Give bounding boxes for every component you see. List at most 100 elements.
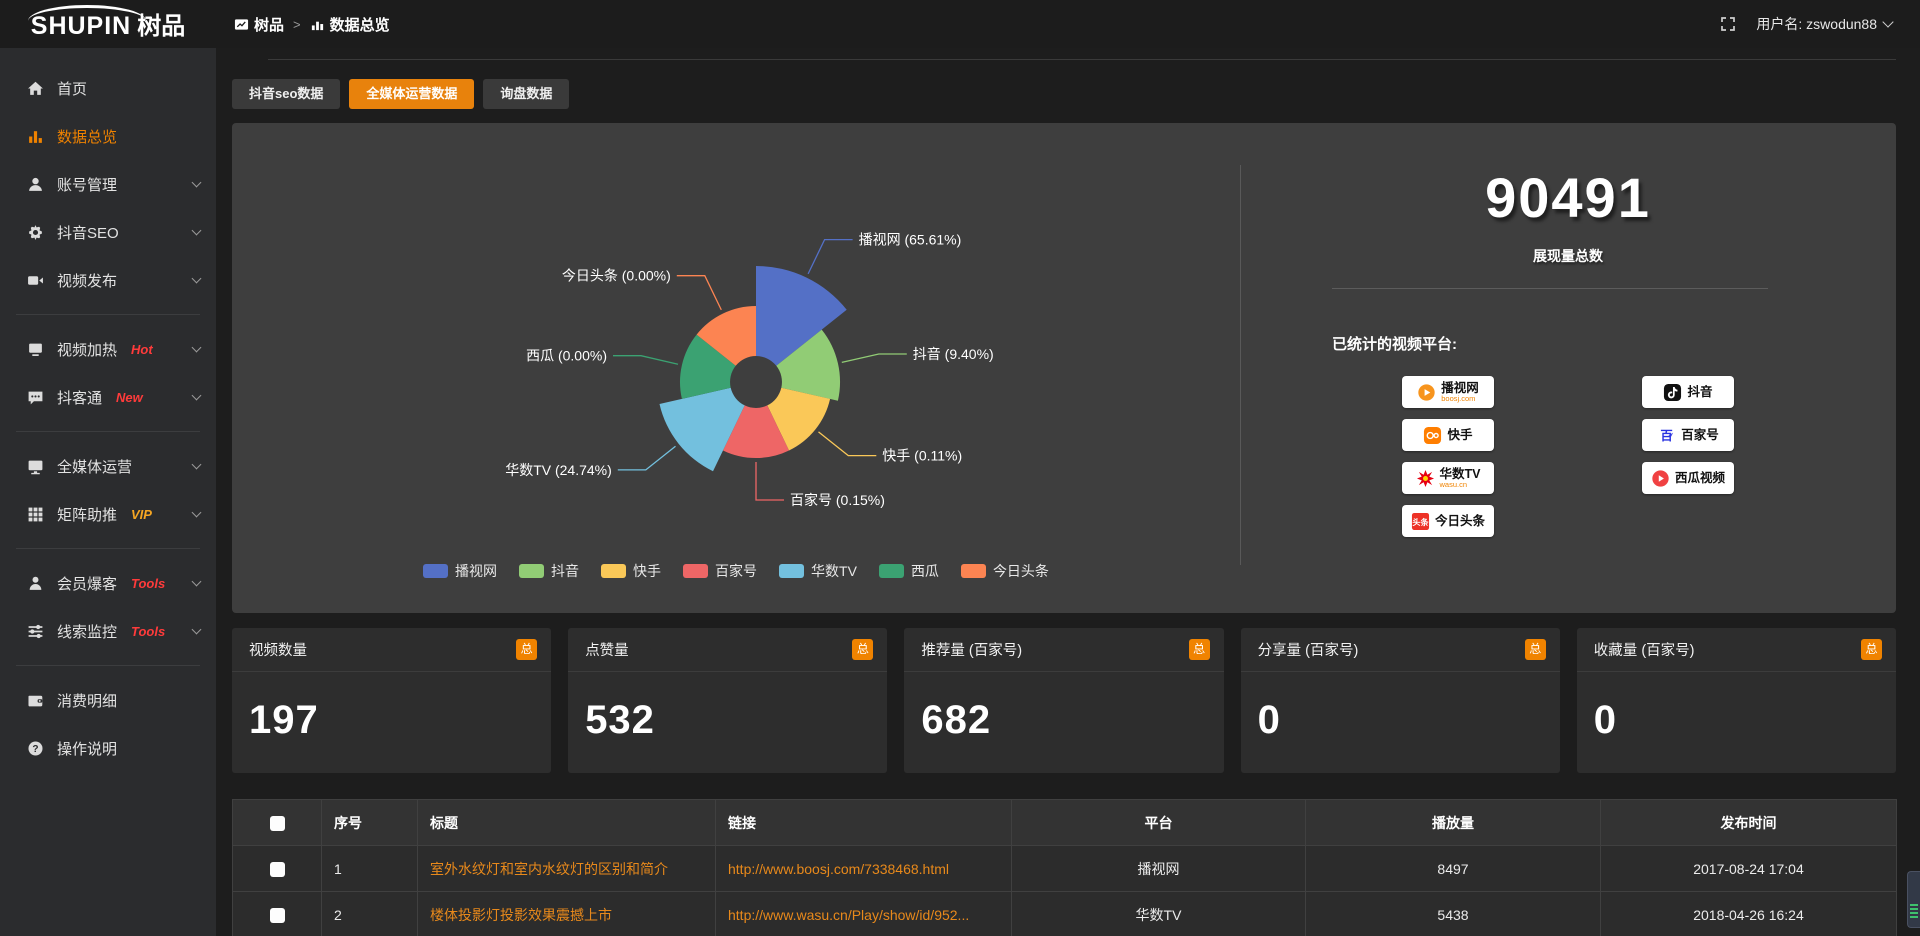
legend-item-6[interactable]: 今日头条 <box>960 561 1049 581</box>
summary-panel: 90491 展现量总数 已统计的视频平台: 播视网 boosj.com 抖音 快手 百百… <box>1240 123 1896 613</box>
video-title-link[interactable]: 室外水纹灯和室内水纹灯的区别和简介 <box>430 860 668 877</box>
sidebar-item-user[interactable]: 账号管理 <box>0 160 216 208</box>
stat-card-title: 视频数量 <box>249 643 307 659</box>
sidebar-item-label: 抖客通 <box>57 389 103 407</box>
stat-card-value: 532 <box>585 698 655 742</box>
pie-slice-6[interactable] <box>696 306 756 366</box>
chevron-down-icon <box>191 342 202 353</box>
legend-swatch <box>423 564 449 578</box>
legend-item-2[interactable]: 快手 <box>601 561 661 581</box>
pie-slice-0[interactable] <box>756 266 847 366</box>
pie-slice-3[interactable] <box>723 405 789 459</box>
sidebar-item-wallet[interactable]: 消费明细 <box>0 676 216 724</box>
xigua-logo <box>1651 469 1670 488</box>
breadcrumb-item-0[interactable]: 树品 <box>234 14 284 35</box>
pie-slice-5[interactable] <box>679 334 736 399</box>
stat-card-2: 推荐量 (百家号) 总 682 <box>904 628 1224 773</box>
stat-card-value: 682 <box>921 698 992 742</box>
sidebar-item-label: 全媒体运营 <box>57 458 133 476</box>
cell-platform: 播视网 <box>1011 845 1306 892</box>
main-content: 抖音seo数据 全媒体运营数据 询盘数据 播视网 (65.61%) 抖音 (9.40%… <box>216 48 1920 936</box>
sidebar-divider <box>16 665 200 666</box>
sidebar-badge: New <box>116 389 143 405</box>
pie-slice-4[interactable] <box>659 387 745 472</box>
sidebar-item-chat[interactable]: 抖客通 New <box>0 373 216 421</box>
sidebar-item-gear[interactable]: 抖音SEO <box>0 208 216 256</box>
total-badge[interactable]: 总 <box>516 639 538 660</box>
pie-slice-1[interactable] <box>776 329 841 401</box>
chevron-down-icon <box>191 225 202 236</box>
sidebar-item-grid[interactable]: 矩阵助推 VIP <box>0 490 216 538</box>
pie-label: 今日头条 (0.00%) <box>562 268 671 284</box>
platform-badge-toutiao: 头条 今日头条 <box>1402 505 1494 537</box>
stat-card-title: 点赞量 <box>585 643 629 659</box>
floating-widget[interactable] <box>1907 871 1920 928</box>
video-icon <box>27 272 44 289</box>
label-line <box>613 355 679 365</box>
sidebar-item-chart[interactable]: 数据总览 <box>0 112 216 160</box>
user-menu[interactable]: 用户名: zswodun88 <box>1756 14 1894 34</box>
chart-icon <box>27 128 44 145</box>
sidebar-item-label: 线索监控 <box>57 623 118 641</box>
cell-published: 2017-08-24 17:04 <box>1600 845 1897 892</box>
kuaishou-logo <box>1423 426 1442 445</box>
total-badge[interactable]: 总 <box>1188 639 1210 660</box>
sidebar-item-home[interactable]: 首页 <box>0 64 216 112</box>
pie-label: 华数TV (24.74%) <box>505 462 612 478</box>
tab-2[interactable]: 询盘数据 <box>483 79 570 109</box>
sidebar-item-help[interactable]: ? 操作说明 <box>0 724 216 772</box>
brand-logo[interactable]: SHUPIN 树品 <box>0 5 216 39</box>
fullscreen-icon[interactable] <box>1720 16 1736 32</box>
row-checkbox[interactable] <box>269 861 285 877</box>
legend-swatch <box>960 564 986 578</box>
sidebar-item-heat[interactable]: 视频加热 Hot <box>0 325 216 373</box>
cell-link: http://www.wasu.cn/Play/show/id/952... <box>715 891 1012 936</box>
legend-item-5[interactable]: 西瓜 <box>878 561 939 581</box>
rose-chart: 播视网 (65.61%) 抖音 (9.40%) 快手 (0.11%) 百家号 (0.1… <box>505 232 994 508</box>
stat-card-4: 收藏量 (百家号) 总 0 <box>1576 628 1896 773</box>
label-line <box>841 353 907 364</box>
stat-card-header: 点赞量 总 <box>568 628 888 672</box>
chat-icon <box>27 389 44 406</box>
row-checkbox[interactable] <box>269 907 285 923</box>
total-badge[interactable]: 总 <box>852 639 874 660</box>
legend-item-3[interactable]: 百家号 <box>683 561 757 581</box>
legend-item-0[interactable]: 播视网 <box>423 561 497 581</box>
chevron-down-icon <box>1882 16 1894 28</box>
platform-name: 播视网 boosj.com <box>1441 380 1479 403</box>
video-title-link[interactable]: 楼体投影灯投影效果震撼上市 <box>430 906 612 923</box>
legend-item-4[interactable]: 华数TV <box>779 561 857 581</box>
platform-badge-baijiahao: 百百家号 <box>1642 419 1734 451</box>
video-link[interactable]: http://www.wasu.cn/Play/show/id/952... <box>728 906 970 923</box>
platform-badge-boosj: 播视网 boosj.com <box>1402 376 1494 408</box>
breadcrumb-item-1[interactable]: 数据总览 <box>310 14 390 35</box>
total-badge[interactable]: 总 <box>1861 639 1882 660</box>
stat-cards: 视频数量总 197 点赞量总 532 推荐量 (百家号) 总 682 分享量 (百家号) 总 0 收… <box>232 628 1896 773</box>
chevron-down-icon <box>191 177 202 188</box>
tab-0[interactable]: 抖音seo数据 <box>232 79 341 109</box>
overview-panel: 播视网 (65.61%) 抖音 (9.40%) 快手 (0.11%) 百家号 (0.1… <box>232 123 1896 613</box>
video-link[interactable]: http://www.boosj.com/7338468.html <box>728 860 950 877</box>
summary-divider <box>1332 288 1768 289</box>
table-col-platform: 平台 <box>1011 799 1306 846</box>
sidebar-item-label: 视频加热 <box>57 341 118 359</box>
table-col-link: 链接 <box>715 799 1012 846</box>
total-badge[interactable]: 总 <box>1524 639 1546 660</box>
stat-card-header: 推荐量 (百家号) 总 <box>904 628 1224 672</box>
row-checkbox[interactable] <box>269 815 285 831</box>
legend-item-1[interactable]: 抖音 <box>519 561 579 581</box>
platform-name: 华数TV wasu.cn <box>1439 466 1481 489</box>
sidebar-item-label: 抖音SEO <box>57 224 119 242</box>
pie-slice-2[interactable] <box>767 387 831 451</box>
sidebar-item-label: 矩阵助推 <box>57 506 118 524</box>
breadcrumb-label: 树品 <box>254 16 285 34</box>
sidebar-item-member[interactable]: 会员爆客 Tools <box>0 559 216 607</box>
platform-badge-xigua: 西瓜视频 <box>1642 462 1734 494</box>
tab-1[interactable]: 全媒体运营数据 <box>349 79 475 109</box>
sidebar-item-sliders[interactable]: 线索监控 Tools <box>0 607 216 655</box>
sidebar-item-screen[interactable]: 全媒体运营 <box>0 442 216 490</box>
sidebar-item-label: 账号管理 <box>57 176 118 194</box>
videos-table-wrap: 序号 标题 链接 平台 播放量 发布时间 1 室外水纹灯和室内水纹灯的区别和简介 http:/… <box>232 799 1897 936</box>
platform-name: 快手 <box>1447 427 1473 442</box>
sidebar-item-video[interactable]: 视频发布 <box>0 256 216 304</box>
